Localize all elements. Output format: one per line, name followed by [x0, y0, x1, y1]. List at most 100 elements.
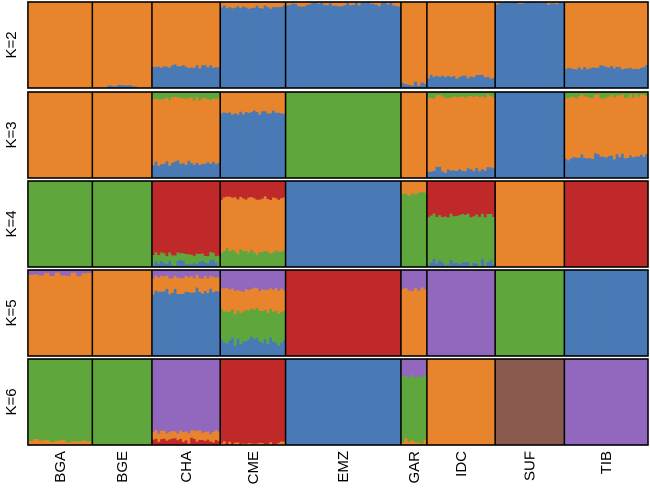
bar-segment-tib-green [612, 92, 617, 98]
bar-segment-idc-blue [443, 77, 448, 89]
bar-segment-emz-blue [380, 359, 385, 446]
bar-segment-tib-green [610, 92, 614, 95]
bar-segment-cme-blue [247, 112, 251, 179]
bar-segment-cme-blue [266, 344, 270, 357]
bar-segment-emz-blue [363, 3, 367, 89]
bar-segment-cme-red [222, 181, 227, 198]
bar-segment-bga-orange [65, 442, 72, 446]
bar-segment-idc-orange [458, 359, 462, 446]
bar-segment-cha-orange [162, 98, 167, 165]
bar-segment-cme-blue [241, 114, 246, 179]
bar-segment-cme-green [258, 252, 262, 268]
bar-segment-cha-blue [195, 65, 199, 89]
bar-segment-bga-green [33, 181, 40, 268]
bar-segment-cha-green [206, 256, 210, 264]
bar-segment-cha-green [171, 255, 175, 266]
bar-segment-suf-orange [500, 181, 505, 268]
bar-segment-cme-orange [239, 196, 243, 250]
bar-segment-emz-orange [357, 2, 362, 6]
bar-segment-emz-green [366, 92, 370, 179]
bar-segment-emz-blue [323, 4, 327, 89]
bar-segment-tib-orange [607, 2, 611, 68]
bar-segment-cha-blue [157, 291, 161, 357]
bar-segment-idc-orange [469, 359, 473, 446]
bar-segment-emz-red [314, 270, 318, 357]
bar-segment-cme-blue [236, 6, 240, 89]
bar-segment-suf-green [541, 270, 545, 357]
bar-segment-cha-red [176, 440, 180, 446]
bar-segment-emz-red [308, 270, 313, 357]
bar-segment-cme-orange [239, 290, 243, 314]
bar-segment-emz-blue [374, 359, 379, 446]
bar-segment-idc-green [461, 92, 465, 97]
bar-segment-tib-blue [623, 158, 627, 179]
bar-segment-gar-green [420, 377, 425, 444]
bar-segment-cme-red [255, 359, 259, 444]
bar-segment-tib-orange [645, 95, 649, 155]
bar-segment-cme-red [233, 359, 238, 443]
bar-segment-cme-orange [247, 290, 251, 311]
bar-segment-cme-orange [277, 199, 281, 253]
bar-segment-bge-orange [132, 270, 138, 357]
bar-segment-suf-blue [555, 92, 560, 179]
bar-segment-gar-green [407, 195, 412, 268]
bar-segment-suf-blue [538, 2, 542, 89]
bar-segment-cme-orange [266, 2, 270, 8]
bar-segment-tib-red [604, 181, 609, 268]
bar-segment-suf-blue [547, 92, 551, 179]
bar-segment-emz-blue [308, 4, 313, 89]
bar-segment-tib-green [604, 92, 609, 98]
bar-segment-cme-blue [266, 113, 270, 179]
bar-segment-idc-purple [466, 270, 471, 357]
bar-segment-emz-blue [297, 6, 301, 89]
bar-segment-cme-orange [228, 196, 232, 252]
bar-segment-cha-green [176, 252, 180, 261]
bar-segment-cha-blue [190, 67, 194, 89]
bar-segment-cme-purple [280, 270, 284, 290]
bar-segment-cha-green [168, 92, 172, 101]
bar-segment-emz-blue [311, 2, 315, 89]
bar-segment-bga-orange [54, 92, 61, 179]
bar-segment-bga-green [65, 181, 72, 268]
bar-segment-cme-blue [239, 8, 243, 89]
bar-segment-cha-blue [209, 65, 213, 89]
bar-segment-cme-blue [250, 336, 254, 357]
bar-segment-bge-orange [146, 2, 153, 89]
bar-segment-idc-purple [469, 270, 473, 357]
bar-segment-emz-green [377, 92, 382, 179]
bar-segment-tib-orange [591, 98, 595, 160]
bar-segment-cha-blue [192, 164, 197, 179]
bar-segment-cha-blue [179, 163, 183, 179]
bar-segment-suf-orange [518, 181, 522, 268]
bar-segment-tib-blue [585, 69, 590, 89]
population-label-cme: CME [245, 451, 262, 484]
bar-segment-cha-purple [171, 270, 175, 279]
bar-segment-idc-blue [480, 259, 485, 268]
bar-segment-idc-purple [486, 270, 491, 357]
bar-segment-suf-orange [555, 2, 560, 5]
bar-segment-cme-red [277, 359, 281, 444]
bar-segment-cme-green [282, 250, 287, 268]
population-labels-group: BGA BGE CHA CME EMZ GAR IDC SUF TIB [52, 451, 615, 485]
bar-segment-emz-green [285, 92, 290, 179]
bar-segment-bge-blue [117, 85, 123, 89]
bar-segment-idc-green [441, 217, 445, 264]
bar-segment-bga-green [70, 181, 77, 268]
bar-segment-gar-orange [423, 440, 428, 446]
bar-segment-cha-orange [195, 96, 199, 164]
bar-segment-bga-purple [38, 270, 45, 276]
bar-segment-tib-blue [577, 157, 582, 179]
bar-segment-idc-blue [472, 171, 476, 179]
bar-segment-tib-orange [615, 95, 619, 155]
bar-segment-tib-purple [631, 359, 636, 446]
bar-segment-cha-red [165, 181, 169, 257]
bar-segment-cha-blue [212, 161, 216, 179]
bar-segment-emz-blue [398, 359, 402, 446]
bar-segment-tib-red [642, 181, 646, 268]
bar-segment-tib-blue [645, 154, 649, 179]
bar-segment-bga-green [49, 359, 56, 443]
bar-segment-emz-green [288, 92, 292, 179]
bar-segment-cme-blue [222, 342, 227, 357]
bar-segment-emz-orange [308, 2, 313, 5]
bar-segment-cme-blue [263, 111, 268, 179]
